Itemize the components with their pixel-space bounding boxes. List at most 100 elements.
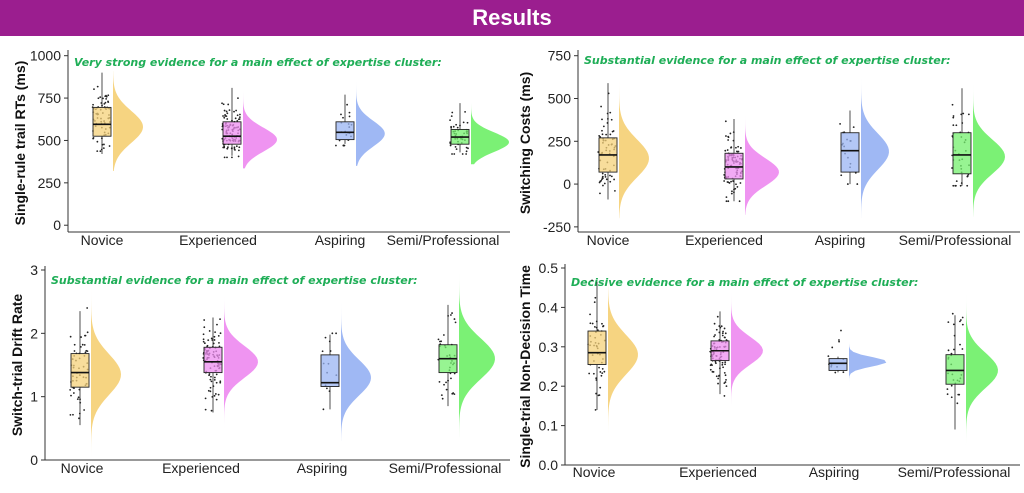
- data-point: [959, 320, 961, 323]
- data-point: [953, 348, 955, 351]
- data-point: [348, 115, 351, 118]
- data-point: [440, 394, 443, 397]
- data-point: [952, 116, 955, 119]
- data-point: [601, 176, 604, 179]
- data-point: [716, 315, 719, 318]
- data-point: [601, 367, 604, 370]
- y-tick-label: -250: [543, 219, 571, 235]
- data-point: [208, 374, 210, 377]
- data-point: [96, 85, 99, 88]
- data-point: [602, 325, 604, 328]
- data-point: [956, 402, 959, 405]
- data-point: [213, 378, 216, 381]
- data-point: [967, 113, 970, 116]
- data-point: [213, 394, 216, 397]
- data-point: [450, 126, 453, 129]
- data-point: [321, 350, 324, 353]
- data-point: [105, 94, 107, 97]
- data-point: [103, 102, 106, 105]
- data-point: [729, 132, 732, 135]
- data-point: [601, 129, 603, 132]
- data-point: [589, 313, 591, 316]
- data-point: [215, 381, 218, 384]
- results-banner: [0, 0, 1024, 36]
- data-point: [731, 190, 733, 193]
- data-point: [453, 318, 456, 320]
- data-point: [219, 380, 222, 383]
- box-semi-professional: [945, 354, 965, 385]
- evidence-annotation: Decisive evidence for a main effect of e…: [571, 276, 918, 289]
- data-point: [598, 366, 600, 369]
- data-point: [602, 125, 605, 128]
- data-point: [450, 115, 453, 118]
- data-point: [721, 361, 724, 364]
- data-point: [601, 372, 604, 375]
- data-point: [207, 339, 210, 342]
- data-point: [210, 380, 213, 383]
- y-tick-label: 750: [38, 90, 62, 106]
- data-point: [203, 319, 206, 321]
- data-point: [738, 200, 741, 203]
- x-tick-label-experienced: Experienced: [179, 232, 257, 248]
- data-point: [228, 109, 231, 112]
- data-point: [714, 362, 717, 365]
- chart-panel-rt: Very strong evidence for a main effect o…: [0, 36, 512, 258]
- data-point: [609, 180, 612, 183]
- data-point: [599, 371, 602, 373]
- data-point: [445, 381, 447, 384]
- x-tick-label-aspiring: Aspiring: [809, 464, 860, 480]
- density-novice: [608, 268, 638, 434]
- data-point: [326, 387, 328, 390]
- data-point: [223, 109, 226, 112]
- data-point: [962, 112, 965, 115]
- data-point: [97, 97, 100, 100]
- data-point: [342, 144, 345, 147]
- data-point: [722, 330, 724, 333]
- data-point: [92, 137, 95, 140]
- data-point: [86, 307, 89, 309]
- data-point: [466, 121, 469, 124]
- data-point: [840, 174, 843, 177]
- data-point: [465, 150, 468, 153]
- data-point: [954, 184, 957, 187]
- density-semi-professional: [966, 275, 998, 458]
- density-aspiring: [861, 54, 889, 219]
- data-point: [597, 394, 600, 397]
- y-tick-label: 0.2: [539, 378, 559, 394]
- data-point: [946, 388, 949, 391]
- data-point: [610, 175, 613, 178]
- box-experienced: [222, 121, 242, 145]
- data-point: [96, 140, 99, 143]
- data-point: [950, 384, 953, 387]
- x-tick-label-novice: Novice: [573, 464, 616, 480]
- data-point: [711, 364, 713, 366]
- x-tick-label-experienced: Experienced: [685, 232, 763, 248]
- data-point: [70, 394, 72, 397]
- data-point: [437, 338, 440, 341]
- data-point: [454, 321, 457, 324]
- data-point: [219, 381, 222, 384]
- data-point: [86, 350, 89, 353]
- x-tick-label-novice: Novice: [81, 232, 124, 248]
- data-point: [216, 323, 218, 326]
- x-tick-label-semi-professional: Semi/Professional: [898, 464, 1011, 480]
- data-point: [725, 200, 728, 203]
- data-point: [236, 120, 239, 122]
- data-point: [441, 397, 444, 400]
- data-point: [237, 155, 240, 158]
- data-point: [465, 146, 468, 149]
- data-point: [237, 149, 240, 152]
- x-tick-label-experienced: Experienced: [162, 460, 240, 476]
- data-point: [591, 322, 594, 325]
- data-point: [959, 319, 962, 321]
- data-point: [455, 123, 458, 126]
- data-point: [235, 109, 238, 112]
- chart-drift-rate: Substantial evidence for a main effect o…: [9, 262, 510, 476]
- data-point: [453, 393, 456, 396]
- data-point: [467, 147, 469, 150]
- data-point: [740, 147, 742, 149]
- density-semi-professional: [973, 54, 1005, 217]
- box-aspiring: [320, 354, 340, 387]
- data-point: [737, 145, 740, 148]
- density-aspiring: [849, 303, 887, 465]
